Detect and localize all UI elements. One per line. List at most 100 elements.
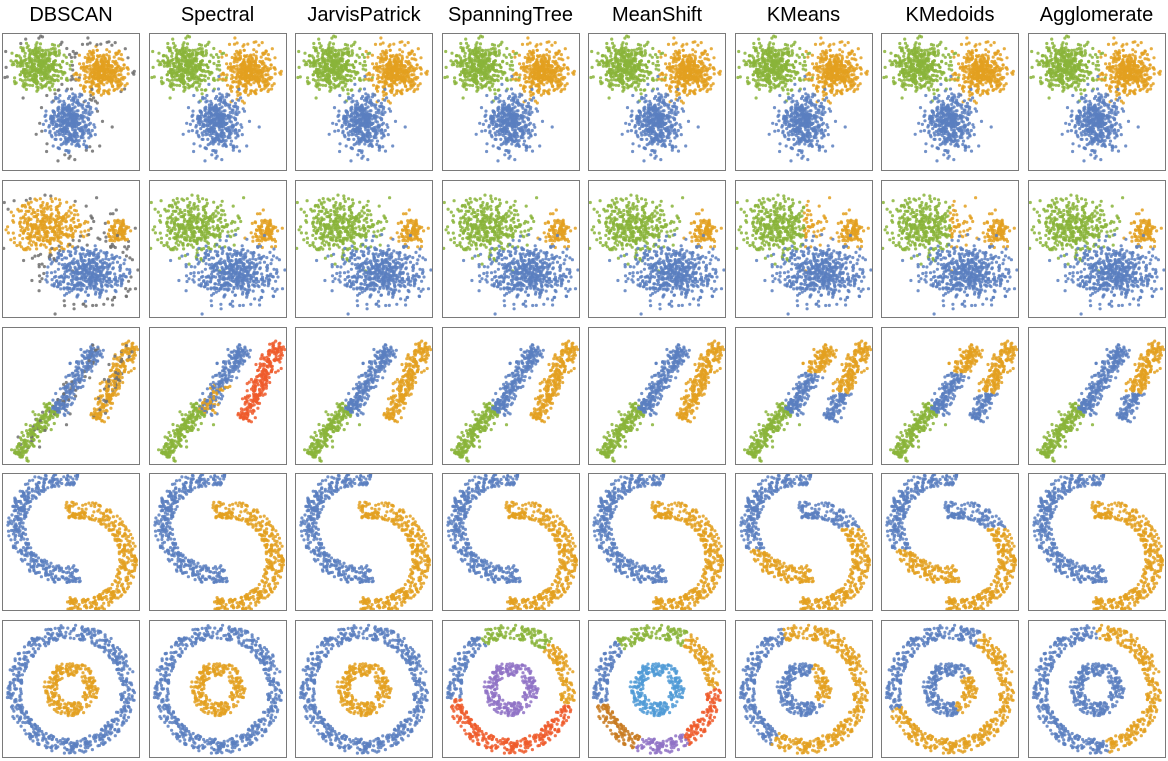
data-point	[68, 67, 72, 71]
data-point	[523, 111, 527, 115]
data-point	[419, 67, 423, 71]
data-point	[201, 78, 206, 82]
data-point	[398, 40, 402, 44]
data-point	[327, 132, 331, 136]
data-point	[377, 108, 381, 112]
data-point	[498, 137, 502, 141]
data-point	[534, 43, 539, 47]
data-point	[251, 81, 255, 85]
data-point	[95, 109, 100, 113]
data-point	[347, 124, 351, 128]
data-point	[513, 71, 517, 76]
data-point	[326, 47, 330, 51]
data-point	[222, 134, 226, 138]
data-point	[458, 41, 462, 46]
data-point	[415, 63, 419, 67]
data-point	[481, 122, 485, 126]
data-point	[509, 60, 513, 64]
data-point	[47, 75, 52, 79]
data-point	[531, 75, 535, 79]
data-point	[176, 69, 180, 73]
data-point	[368, 139, 372, 143]
data-point	[88, 60, 92, 64]
data-point	[71, 77, 75, 81]
data-point	[65, 117, 69, 121]
data-point	[458, 73, 462, 77]
data-point	[508, 67, 512, 71]
data-point	[272, 82, 276, 86]
data-point	[516, 117, 521, 121]
data-point	[52, 127, 56, 131]
data-point	[374, 62, 379, 66]
data-point	[105, 48, 109, 52]
data-point	[21, 46, 25, 50]
data-point	[340, 64, 344, 68]
data-point	[56, 123, 60, 127]
data-point	[110, 72, 114, 76]
data-point	[513, 144, 518, 148]
data-point	[191, 142, 196, 146]
data-point	[56, 44, 61, 48]
data-point	[203, 100, 207, 104]
data-point	[182, 69, 186, 73]
data-point	[67, 115, 71, 119]
data-point	[260, 41, 264, 45]
data-point	[216, 87, 220, 91]
data-point	[50, 118, 54, 123]
data-point	[168, 46, 172, 50]
data-point	[60, 82, 64, 86]
data-point	[543, 67, 547, 72]
data-point	[80, 65, 84, 69]
data-point	[170, 82, 174, 86]
data-point	[337, 51, 341, 55]
data-point	[460, 64, 464, 68]
data-point	[149, 75, 153, 80]
data-point	[511, 49, 515, 54]
data-point	[98, 66, 102, 70]
data-point	[27, 56, 31, 60]
data-point	[231, 65, 235, 69]
data-point	[279, 69, 283, 73]
data-point	[77, 117, 81, 121]
data-point	[388, 65, 393, 69]
data-point	[298, 75, 302, 79]
data-point	[334, 62, 338, 66]
data-point	[483, 61, 487, 65]
data-point	[334, 122, 338, 126]
data-point	[263, 73, 267, 77]
data-point	[47, 64, 51, 68]
data-point	[205, 65, 209, 69]
data-point	[308, 64, 312, 68]
data-point	[58, 117, 62, 121]
data-point	[150, 49, 154, 54]
data-point	[85, 65, 89, 69]
data-point	[376, 124, 380, 128]
data-point	[52, 79, 57, 83]
data-point	[33, 59, 37, 63]
data-point	[59, 137, 63, 141]
data-point	[504, 89, 508, 93]
data-point	[378, 42, 383, 46]
data-point	[190, 119, 195, 123]
data-point	[38, 121, 42, 125]
data-point	[462, 58, 466, 62]
data-point	[216, 142, 220, 146]
data-point	[463, 51, 467, 55]
data-point	[236, 53, 240, 57]
data-point	[228, 62, 232, 66]
data-point	[467, 56, 471, 60]
data-point	[517, 53, 521, 57]
data-point	[536, 88, 540, 92]
data-point	[369, 98, 373, 102]
data-point	[531, 49, 535, 53]
data-point	[370, 53, 374, 57]
data-point	[234, 57, 238, 61]
data-point	[235, 90, 239, 94]
data-point	[256, 43, 260, 47]
data-point	[536, 90, 540, 95]
data-point	[214, 132, 218, 136]
data-point	[540, 119, 544, 123]
data-point	[476, 56, 480, 60]
data-point	[95, 67, 99, 71]
data-point	[96, 76, 100, 80]
